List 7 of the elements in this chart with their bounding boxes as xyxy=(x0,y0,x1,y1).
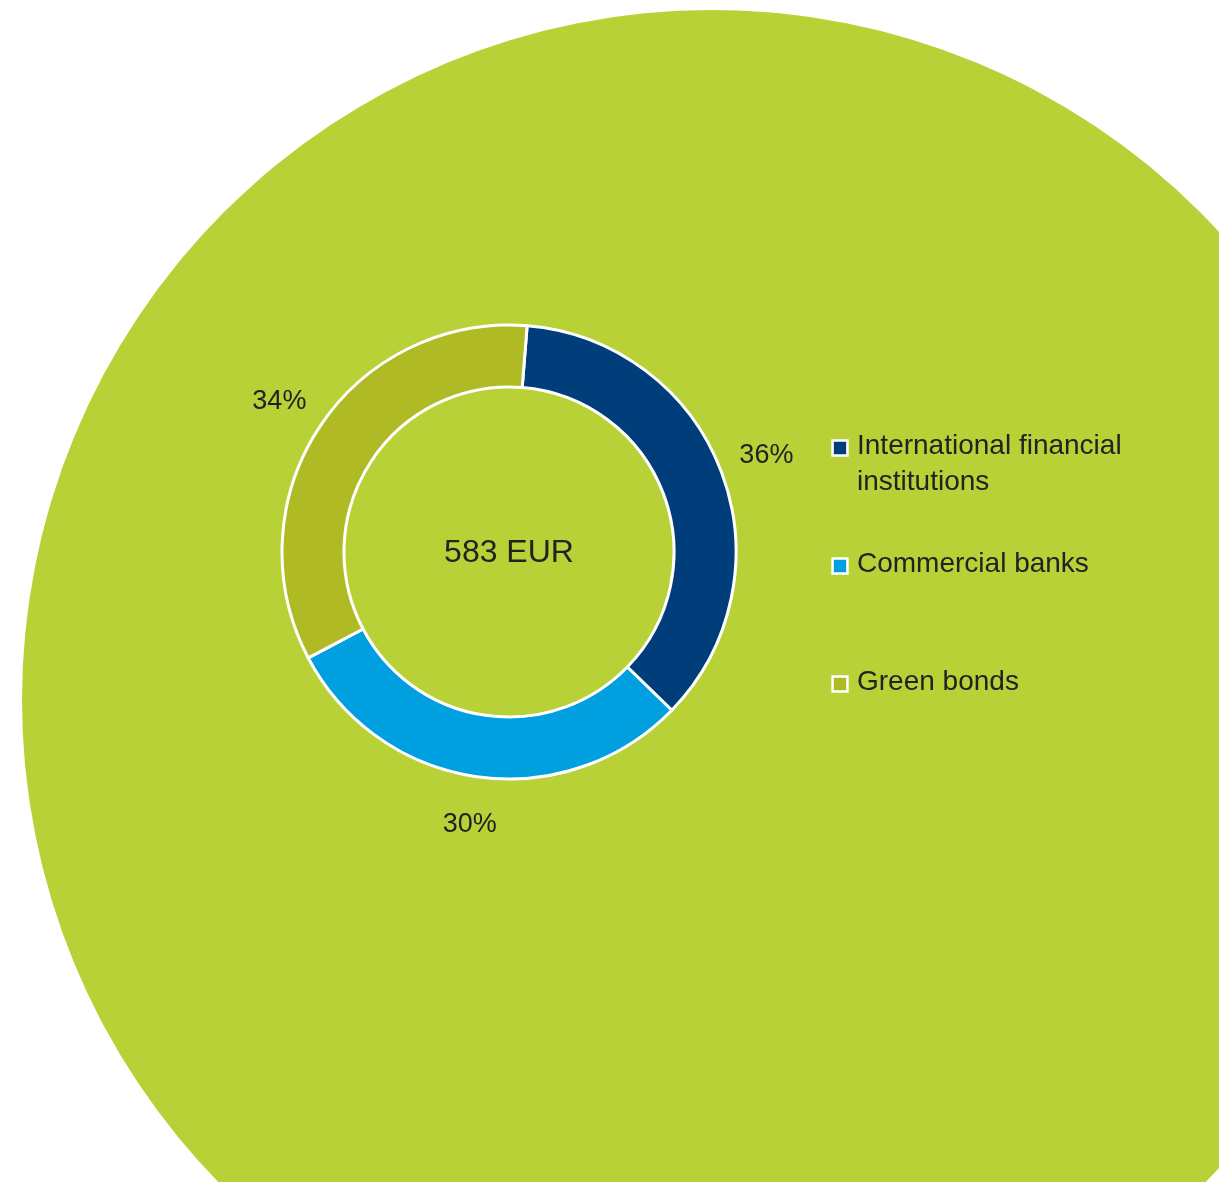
data-label: 34% xyxy=(252,384,307,415)
legend-label: Green bonds xyxy=(857,665,1019,696)
text: 583 EUR xyxy=(444,533,574,569)
legend-label: International financial institutions xyxy=(857,429,1122,496)
legend-label: Commercial banks xyxy=(857,547,1089,578)
data-label: 30% xyxy=(442,808,497,839)
data-label: 36% xyxy=(739,439,794,470)
